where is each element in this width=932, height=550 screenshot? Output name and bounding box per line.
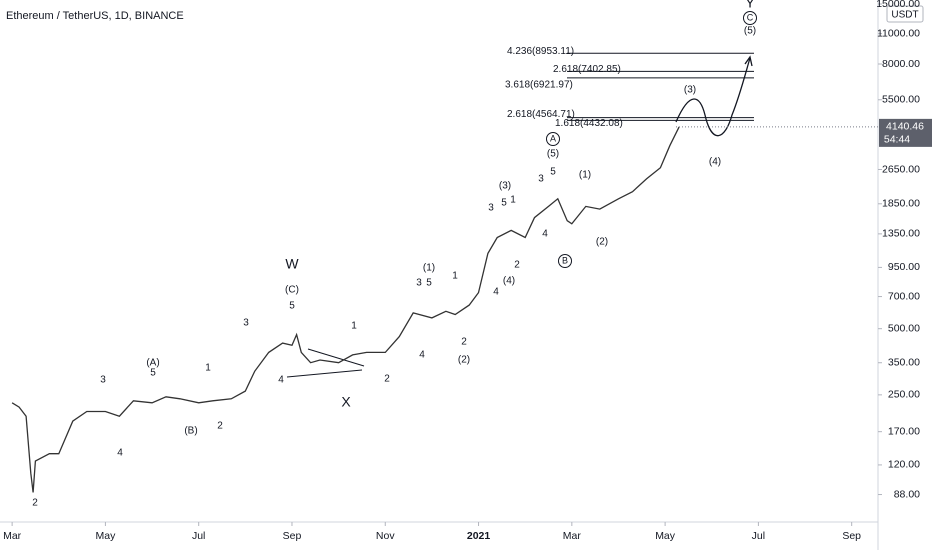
y-tick-label: 1850.00 xyxy=(882,198,920,210)
wave-label: 3 xyxy=(538,174,544,185)
wave-label: 1 xyxy=(452,271,458,282)
wave-label: A xyxy=(550,133,556,143)
x-tick-label: Mar xyxy=(563,530,582,542)
wave-label: X xyxy=(341,394,351,410)
wave-label: (4) xyxy=(709,157,721,168)
x-tick-label: Jul xyxy=(192,530,205,542)
last-price: 4140.46 xyxy=(886,121,924,133)
wave-label: (3) xyxy=(499,181,511,192)
wave-label: 3 xyxy=(416,278,422,289)
wave-label: 2 xyxy=(461,337,467,348)
last-price-badge xyxy=(879,118,932,147)
fib-label: 3.618(6921.97) xyxy=(505,79,573,90)
wave-label: 2 xyxy=(384,374,390,385)
wave-label: (1) xyxy=(579,170,591,181)
wave-label: 4 xyxy=(493,287,499,298)
wave-label: (2) xyxy=(458,355,470,366)
wave-label: 4 xyxy=(117,448,123,459)
y-tick-label: 950.00 xyxy=(888,261,920,273)
wave-label: 3 xyxy=(488,203,494,214)
wave-label: 4 xyxy=(419,350,425,361)
wave-label: (B) xyxy=(184,426,197,437)
fib-label: 2.618(7402.85) xyxy=(553,64,621,75)
wave-label: 1 xyxy=(205,363,211,374)
price-line xyxy=(11,126,680,493)
y-tick-label: 11000.00 xyxy=(877,27,920,39)
y-tick-label: 5500.00 xyxy=(882,94,920,106)
y-tick-label: 15000.00 xyxy=(876,0,920,10)
wave-label: (1) xyxy=(423,263,435,274)
label-circle xyxy=(546,132,560,146)
x-tick-label: Nov xyxy=(376,530,395,542)
y-tick-label: 500.00 xyxy=(888,322,920,334)
currency: USDT xyxy=(891,10,918,21)
wave-label: 2 xyxy=(514,260,520,271)
fib-label: 2.618(4564.71) xyxy=(507,109,575,120)
x-tick-label: 2021 xyxy=(467,530,491,542)
wave-label: 5 xyxy=(150,368,156,379)
y-tick-label: 170.00 xyxy=(888,425,920,437)
wave-label: (5) xyxy=(744,26,756,37)
label-circle xyxy=(743,11,757,25)
wave-label: 4 xyxy=(278,375,284,386)
fib-label: 4.236(8953.11) xyxy=(507,46,574,57)
projection-arrow xyxy=(744,55,753,67)
wave-label: 2 xyxy=(217,421,223,432)
countdown: 54:44 xyxy=(884,134,910,146)
fib-label: 1.618(4432.08) xyxy=(555,118,623,129)
label-circle xyxy=(558,254,572,268)
wave-label: B xyxy=(562,255,568,265)
wave-label: (5) xyxy=(547,149,559,160)
wave-label: (4) xyxy=(503,276,515,287)
y-tick-label: 1350.00 xyxy=(882,228,920,240)
x-tick-label: Jul xyxy=(752,530,765,542)
y-tick-label: 250.00 xyxy=(888,389,920,401)
y-tick-label: 8000.00 xyxy=(882,58,920,70)
projection-path xyxy=(675,57,751,137)
y-tick-label: 120.00 xyxy=(888,459,920,471)
wave-label: 3 xyxy=(100,375,106,386)
wave-label: 1 xyxy=(351,321,357,332)
currency-badge xyxy=(886,5,924,23)
y-tick-label: 88.00 xyxy=(894,488,920,500)
wave-label: (A) xyxy=(146,358,159,369)
wave-label: (C) xyxy=(285,285,299,296)
x-tick-label: Mar xyxy=(3,530,22,542)
triangle-line xyxy=(286,369,363,378)
wave-label: Y xyxy=(745,0,755,11)
wave-label: 3 xyxy=(243,318,249,329)
x-tick-label: May xyxy=(655,530,676,542)
y-tick-label: 2650.00 xyxy=(882,163,920,175)
x-tick-label: Sep xyxy=(283,530,302,542)
y-tick-label: 350.00 xyxy=(888,357,920,369)
y-tick-label: 700.00 xyxy=(888,290,920,302)
x-tick-label: May xyxy=(95,530,116,542)
wave-label: (3) xyxy=(684,85,696,96)
wave-label: 5 xyxy=(289,301,295,312)
wave-label: 5 xyxy=(550,167,556,178)
wave-label: 5 xyxy=(426,278,432,289)
x-tick-label: Sep xyxy=(842,530,861,542)
wave-label: (2) xyxy=(596,237,608,248)
triangle-line xyxy=(307,348,365,367)
wave-label: 2 xyxy=(32,498,38,509)
wave-label: C xyxy=(747,12,754,22)
wave-label: W xyxy=(285,256,299,272)
chart-title: Ethereum / TetherUS, 1D, BINANCE xyxy=(6,10,184,22)
wave-label: 4 xyxy=(542,229,548,240)
wave-label: 1 xyxy=(510,195,516,206)
wave-label: 5 xyxy=(501,198,507,209)
